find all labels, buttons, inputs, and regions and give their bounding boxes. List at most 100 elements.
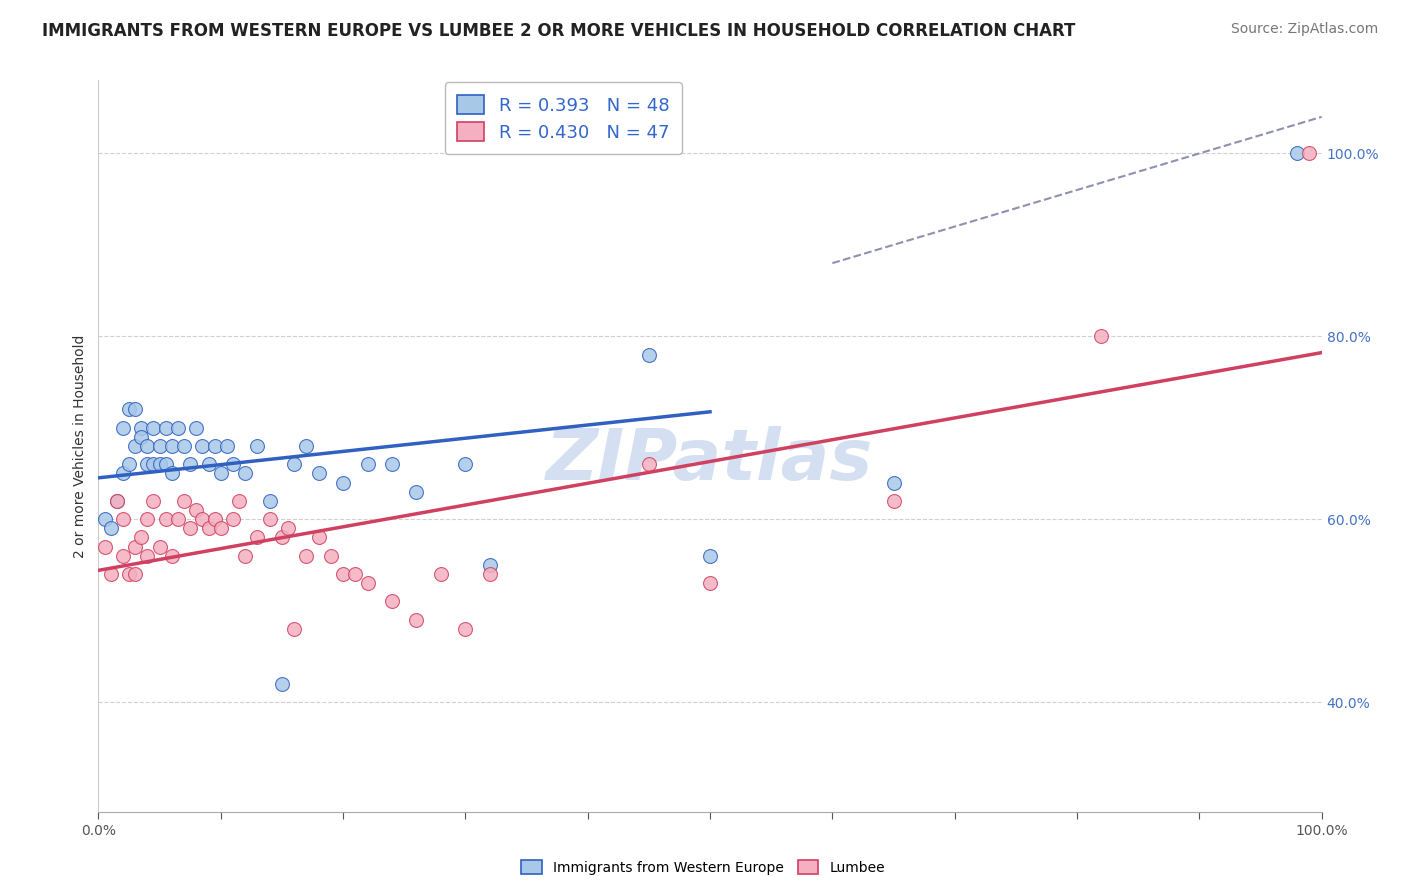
Legend: R = 0.393   N = 48, R = 0.430   N = 47: R = 0.393 N = 48, R = 0.430 N = 47	[444, 82, 682, 154]
Point	[277, 521, 299, 535]
Point	[124, 402, 146, 417]
Point	[295, 439, 318, 453]
Point	[136, 512, 159, 526]
Point	[883, 494, 905, 508]
Point	[1298, 146, 1320, 161]
Point	[118, 567, 141, 582]
Point	[295, 549, 318, 563]
Point	[160, 467, 183, 481]
Point	[283, 457, 305, 471]
Point	[155, 512, 177, 526]
Point	[124, 439, 146, 453]
Point	[478, 567, 501, 582]
Point	[430, 567, 453, 582]
Point	[100, 521, 122, 535]
Point	[93, 540, 115, 554]
Point	[454, 457, 477, 471]
Point	[883, 475, 905, 490]
Point	[308, 530, 330, 544]
Point	[344, 567, 367, 582]
Y-axis label: 2 or more Vehicles in Household: 2 or more Vehicles in Household	[73, 334, 87, 558]
Point	[129, 430, 152, 444]
Point	[222, 457, 245, 471]
Point	[191, 439, 214, 453]
Point	[209, 467, 232, 481]
Point	[173, 439, 195, 453]
Point	[149, 439, 172, 453]
Point	[129, 421, 152, 435]
Point	[179, 457, 201, 471]
Point	[233, 549, 256, 563]
Point	[167, 421, 190, 435]
Text: ZIPatlas: ZIPatlas	[547, 426, 873, 495]
Point	[454, 622, 477, 636]
Point	[405, 613, 427, 627]
Point	[209, 521, 232, 535]
Point	[118, 457, 141, 471]
Point	[160, 549, 183, 563]
Point	[204, 512, 226, 526]
Point	[1090, 329, 1112, 343]
Point	[129, 530, 152, 544]
Point	[111, 512, 134, 526]
Point	[149, 457, 172, 471]
Point	[191, 512, 214, 526]
Point	[259, 494, 281, 508]
Point	[308, 467, 330, 481]
Point	[111, 421, 134, 435]
Point	[105, 494, 128, 508]
Point	[319, 549, 342, 563]
Text: Source: ZipAtlas.com: Source: ZipAtlas.com	[1230, 22, 1378, 37]
Point	[356, 457, 378, 471]
Point	[93, 512, 115, 526]
Point	[155, 421, 177, 435]
Point	[204, 439, 226, 453]
Point	[381, 457, 404, 471]
Point	[699, 576, 721, 591]
Point	[405, 484, 427, 499]
Point	[259, 512, 281, 526]
Point	[270, 676, 294, 690]
Point	[186, 421, 208, 435]
Point	[197, 457, 219, 471]
Point	[186, 503, 208, 517]
Point	[246, 530, 269, 544]
Point	[160, 439, 183, 453]
Point	[136, 439, 159, 453]
Point	[381, 594, 404, 608]
Point	[179, 521, 201, 535]
Point	[332, 475, 354, 490]
Point	[124, 540, 146, 554]
Point	[105, 494, 128, 508]
Point	[100, 567, 122, 582]
Point	[111, 549, 134, 563]
Point	[283, 622, 305, 636]
Point	[118, 402, 141, 417]
Point	[142, 421, 165, 435]
Point	[246, 439, 269, 453]
Point	[111, 467, 134, 481]
Point	[136, 457, 159, 471]
Point	[270, 530, 294, 544]
Point	[136, 549, 159, 563]
Legend: Immigrants from Western Europe, Lumbee: Immigrants from Western Europe, Lumbee	[516, 855, 890, 880]
Point	[197, 521, 219, 535]
Point	[356, 576, 378, 591]
Point	[124, 567, 146, 582]
Point	[332, 567, 354, 582]
Point	[142, 457, 165, 471]
Point	[637, 347, 661, 362]
Point	[478, 558, 501, 572]
Point	[637, 457, 661, 471]
Point	[155, 457, 177, 471]
Text: IMMIGRANTS FROM WESTERN EUROPE VS LUMBEE 2 OR MORE VEHICLES IN HOUSEHOLD CORRELA: IMMIGRANTS FROM WESTERN EUROPE VS LUMBEE…	[42, 22, 1076, 40]
Point	[149, 540, 172, 554]
Point	[228, 494, 250, 508]
Point	[233, 467, 256, 481]
Point	[222, 512, 245, 526]
Point	[167, 512, 190, 526]
Point	[699, 549, 721, 563]
Point	[142, 494, 165, 508]
Point	[1286, 146, 1309, 161]
Point	[173, 494, 195, 508]
